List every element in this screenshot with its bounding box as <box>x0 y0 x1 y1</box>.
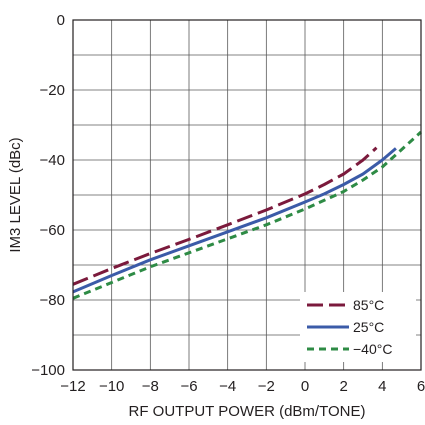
y-tick-label: −60 <box>40 222 65 239</box>
y-tick-label: −20 <box>40 82 65 99</box>
legend-label: −40°C <box>353 341 392 357</box>
legend-label: 85°C <box>353 297 384 313</box>
series-layer <box>72 130 423 300</box>
x-axis-label: RF OUTPUT POWER (dBm/TONE) <box>129 403 366 420</box>
x-tick-labels: −12 −10 −8 −6 −4 −2 0 2 4 6 <box>60 378 425 395</box>
y-tick-label: −40 <box>40 152 65 169</box>
x-tick-label: −6 <box>180 378 197 395</box>
y-tick-label: −80 <box>40 292 65 309</box>
x-tick-label: −2 <box>258 378 275 395</box>
x-tick-label: −4 <box>219 378 236 395</box>
x-tick-label: 6 <box>417 378 425 395</box>
plot-frame <box>72 19 422 371</box>
legend-label: 25°C <box>353 319 384 335</box>
y-tick-labels: 0 −20 −40 −60 −80 −100 <box>31 12 65 379</box>
series-line <box>72 147 397 294</box>
x-tick-label: 2 <box>339 378 347 395</box>
series-line <box>72 146 378 286</box>
y-axis-label: IM3 LEVEL (dBc) <box>7 137 24 252</box>
x-tick-label: 0 <box>301 378 309 395</box>
x-tick-label: −12 <box>60 378 85 395</box>
legend: 85°C 25°C −40°C <box>300 292 416 362</box>
x-tick-label: 4 <box>378 378 386 395</box>
series-line <box>72 130 423 300</box>
y-tick-label: −100 <box>31 362 65 379</box>
x-tick-label: −10 <box>99 378 124 395</box>
x-tick-label: −8 <box>142 378 159 395</box>
y-tick-label: 0 <box>57 12 65 29</box>
